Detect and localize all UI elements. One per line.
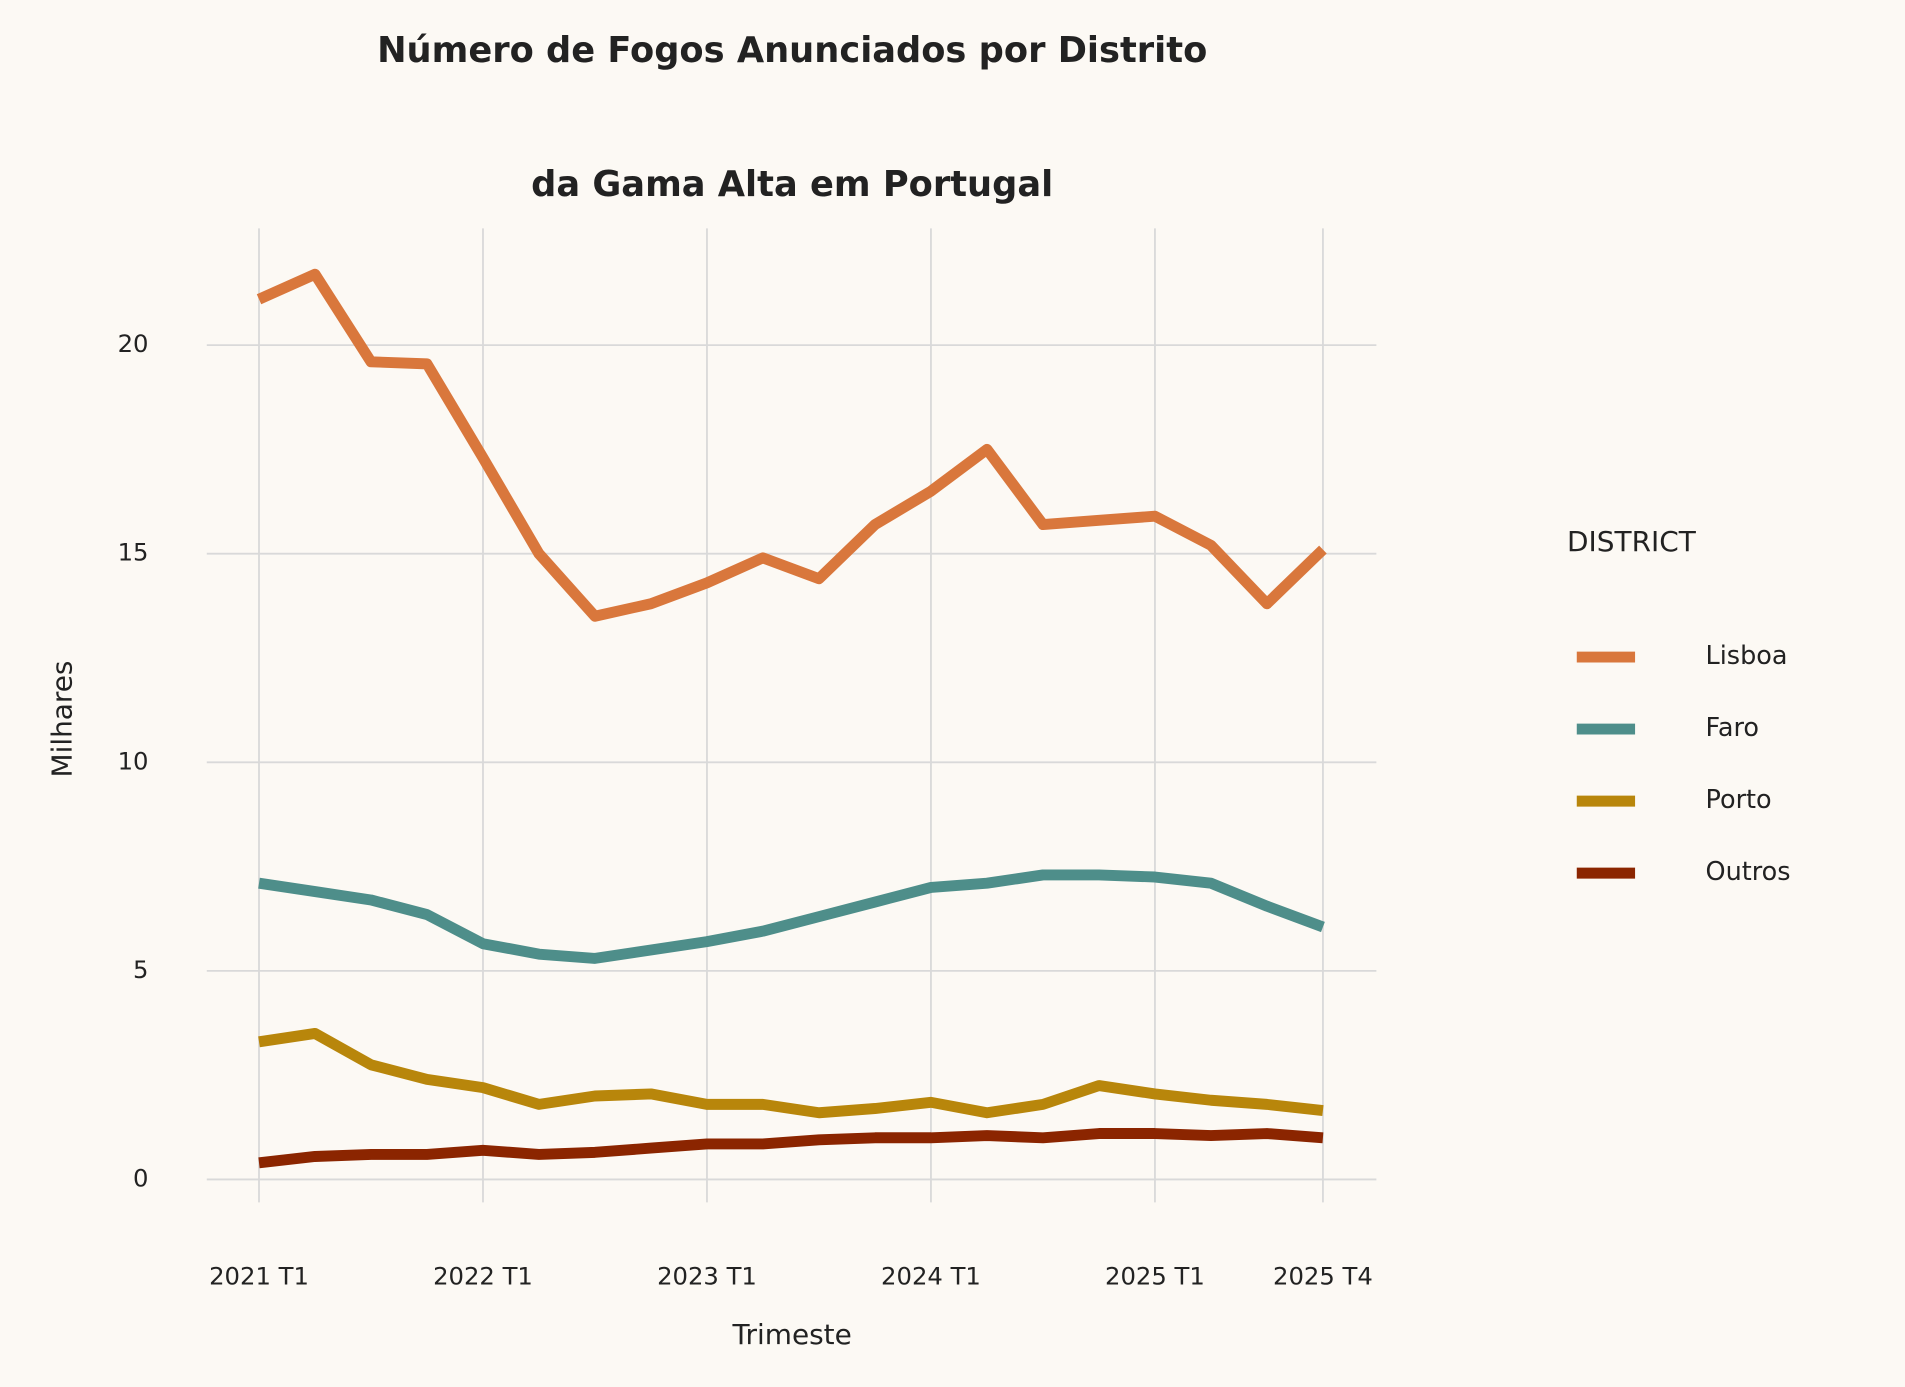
legend-label: Outros xyxy=(1706,857,1791,887)
y-tick-label: 5 xyxy=(133,955,148,984)
x-tick-label: 2024 T1 xyxy=(881,1262,981,1291)
legend-label: Faro xyxy=(1706,713,1759,743)
x-tick-label: 2022 T1 xyxy=(433,1262,533,1291)
legend-label: Lisboa xyxy=(1706,641,1788,671)
y-axis-label: Milhares xyxy=(45,660,78,777)
x-axis-label: Trimeste xyxy=(732,1318,852,1351)
series-line xyxy=(256,268,1327,622)
chart-title: da Gama Alta em Portugal xyxy=(531,164,1053,205)
legend: Lisboa Faro Porto Outros xyxy=(1576,641,1791,887)
y-tick-label: 10 xyxy=(118,746,149,775)
x-tick-label: 2025 T1 xyxy=(1105,1262,1205,1291)
legend-label: Porto xyxy=(1706,785,1772,815)
x-tick-label: 2025 T4 xyxy=(1273,1262,1373,1291)
series-line xyxy=(258,1027,1324,1119)
grid: 0 5 10 15 20 2021 T1 2022 T1 2023 T1 2024 T1 2025… xyxy=(118,228,1377,1291)
x-tick-label: 2023 T1 xyxy=(657,1262,757,1291)
y-tick-label: 15 xyxy=(118,538,149,567)
x-tick-label: 2021 T1 xyxy=(209,1262,309,1291)
chart-title: Número de Fogos Anunciados por Distrito xyxy=(377,30,1207,71)
series-line xyxy=(258,869,1325,964)
legend-title: DISTRICT xyxy=(1567,525,1697,558)
y-tick-label: 20 xyxy=(118,329,149,358)
series-line xyxy=(258,1128,1324,1169)
lines xyxy=(256,268,1327,1169)
y-tick-label: 0 xyxy=(133,1163,148,1192)
